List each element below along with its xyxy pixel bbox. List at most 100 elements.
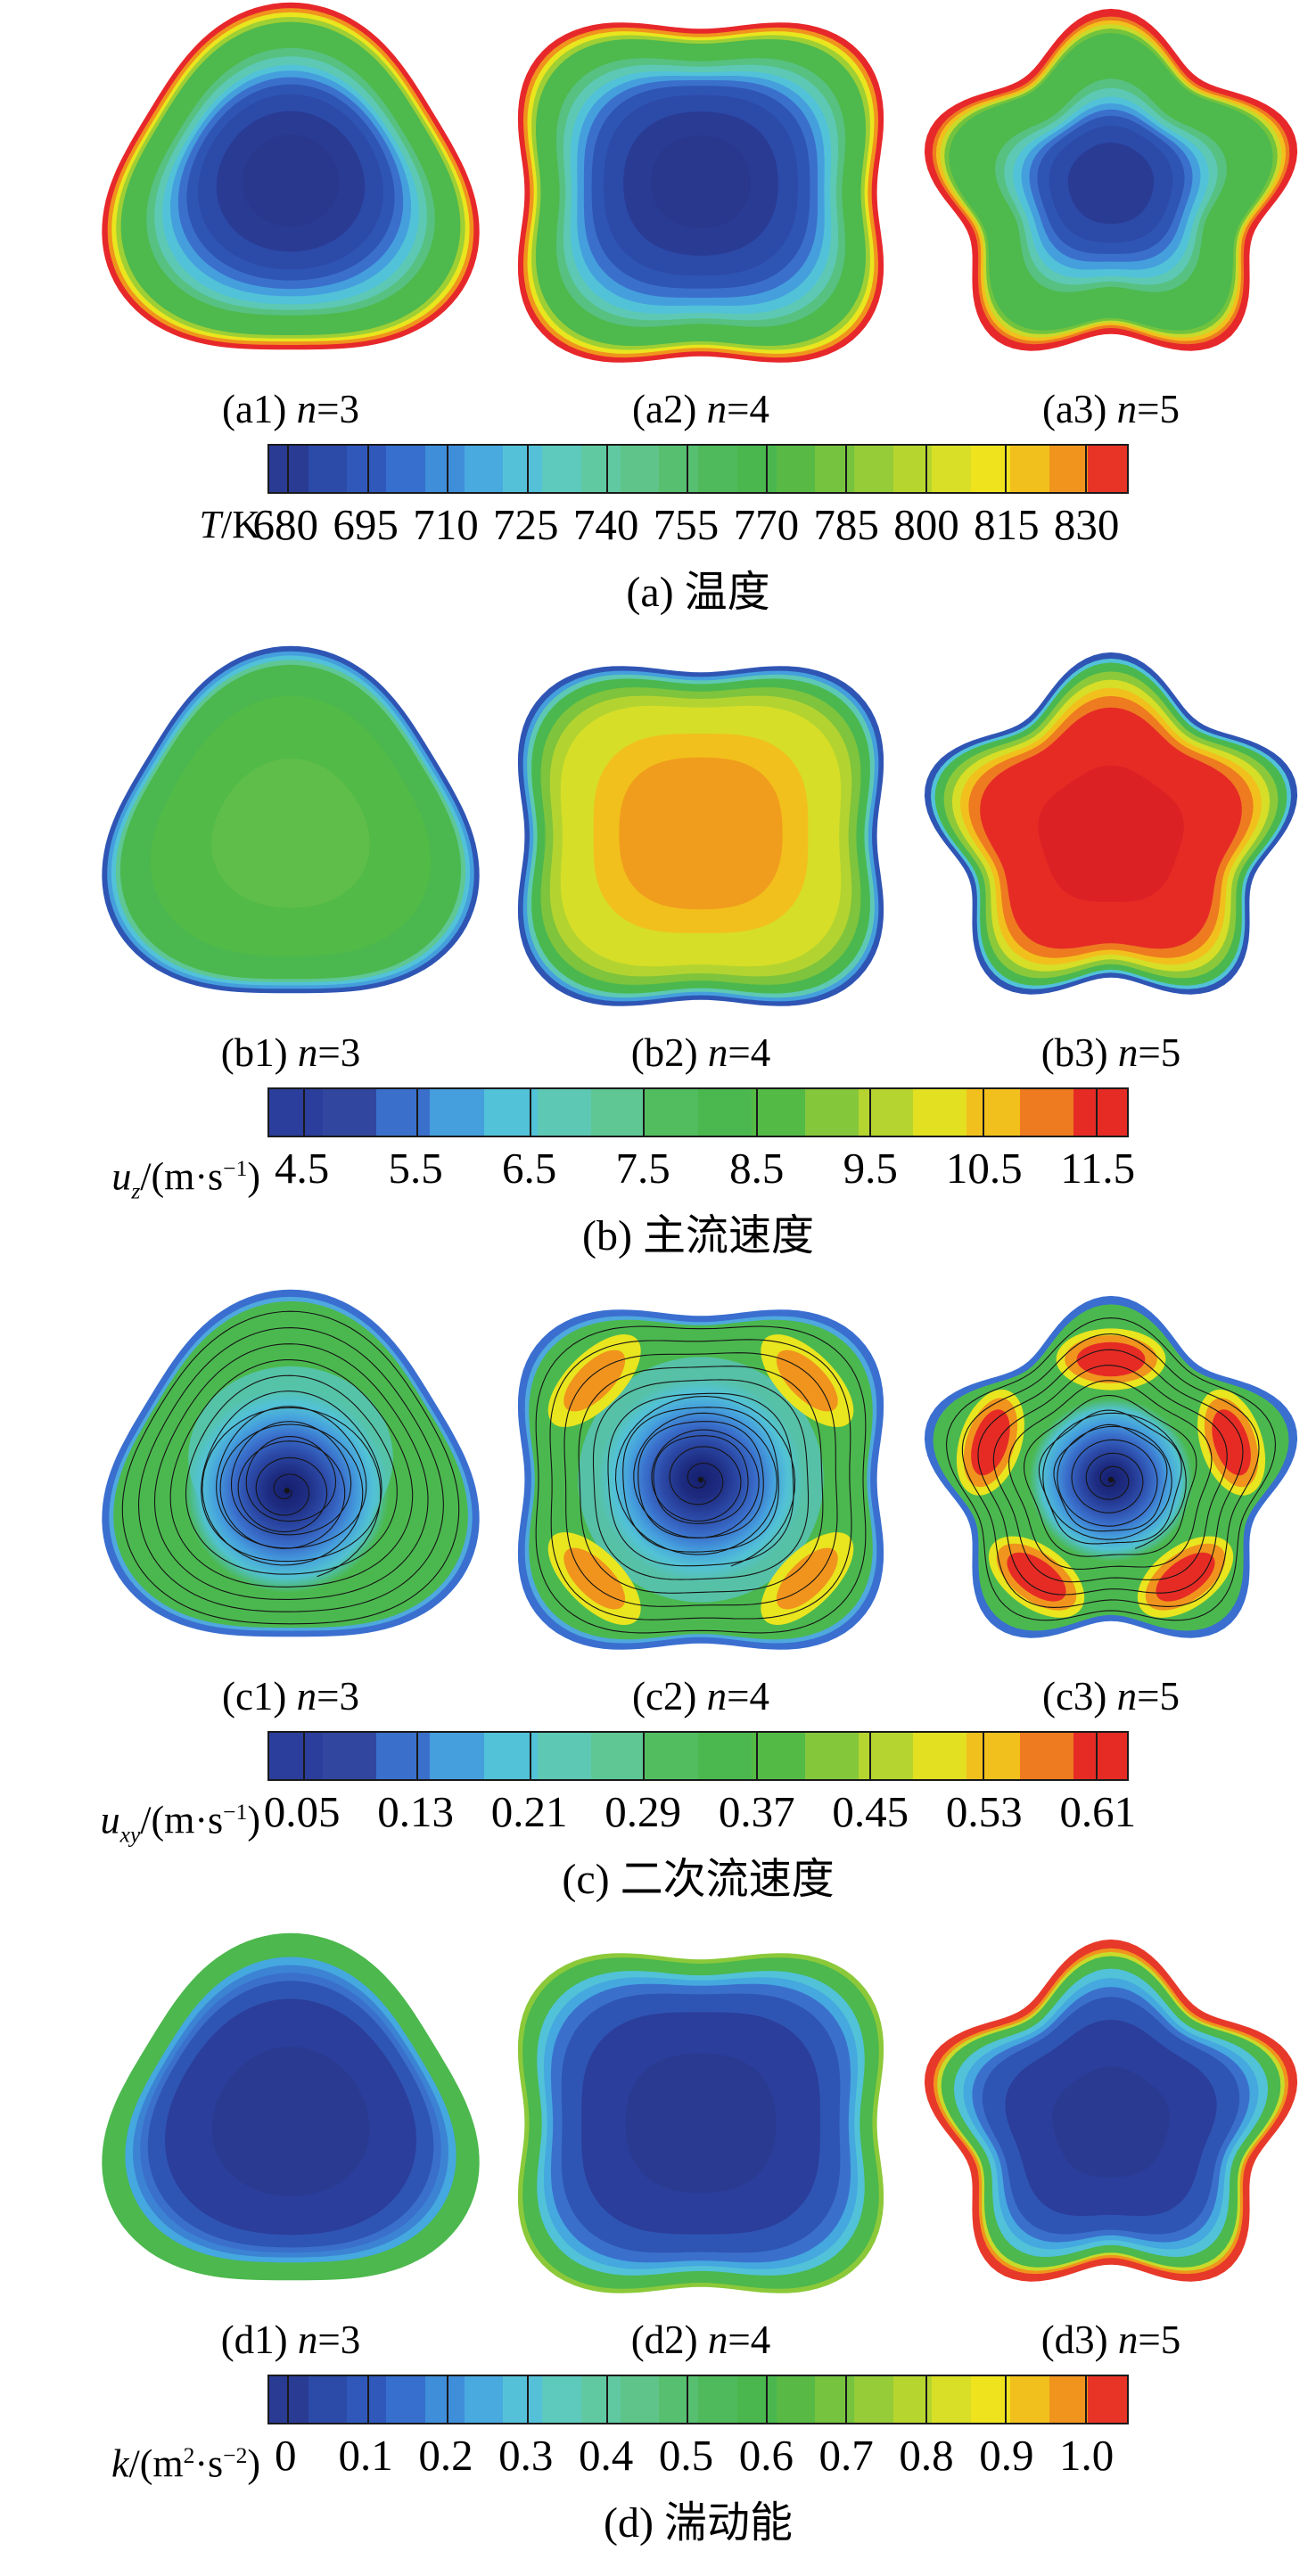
colorbar-segment (776, 2376, 816, 2423)
colorbar-segment (815, 446, 855, 492)
colorbar-segment (1073, 1089, 1127, 1136)
colorbar-segment (644, 1089, 698, 1136)
colorbar-segment (376, 1733, 431, 1779)
colorbar-tick-label: 770 (733, 500, 800, 549)
colorbar-segment (659, 446, 699, 492)
panel-caption-d3: (d3) n=5 (1040, 2318, 1181, 2362)
section-caption-temperature: (a) 温度 (626, 569, 770, 616)
colorbar-segment (912, 1089, 966, 1136)
colorbar-tick-label: 0.13 (377, 1787, 455, 1836)
colorbar-segment (1019, 1733, 1073, 1779)
colorbar-segment (537, 1089, 591, 1136)
colorbar-segment (537, 1733, 591, 1779)
colorbar-tick-label: 785 (813, 500, 879, 549)
colorbar-tick-label: 0.53 (945, 1787, 1023, 1836)
colorbar-segment (347, 446, 387, 492)
colorbar-segment (590, 1733, 645, 1779)
colorbar-tick-label: 830 (1053, 500, 1120, 549)
colorbar-axial-velocity: 4.5 5.5 6.5 7.5 8.5 9.5 10.5 11.5 uz/(m·s−1) (0, 1084, 1316, 1203)
colorbar-segment (430, 1733, 484, 1779)
colorbar-gradient (267, 1731, 1129, 1781)
colorbar-segment (620, 2376, 660, 2423)
section-turbulent-kinetic-energy: (d1) n=3 (d2) n=4 (d3) n=5 0 0.1 0.2 0.3 0.4 0.… (0, 1931, 1316, 2574)
colorbar-tick-labels: 0.05 0.13 0.21 0.29 0.37 0.45 0.53 0.61 (264, 1784, 1136, 1840)
colorbar-tick-label: 710 (413, 500, 479, 549)
contour-plot-d1 (102, 1932, 480, 2281)
contour-plot-d3 (924, 1939, 1298, 2282)
colorbar-tick (526, 2376, 529, 2423)
contour-plot-d2 (517, 1953, 884, 2293)
section-caption-axial-velocity: (b) 主流速度 (582, 1212, 814, 1259)
colorbar-segment (776, 446, 816, 492)
colorbar-segment (971, 2376, 1010, 2423)
colorbar-tick (530, 1733, 532, 1779)
panel-caption-d1: (d1) n=3 (220, 2318, 361, 2362)
colorbar-tick (983, 1089, 985, 1136)
colorbar-tick (447, 446, 449, 492)
colorbar-segment (752, 1733, 806, 1779)
colorbar-tick (983, 1733, 985, 1779)
contour-plot-a2 (517, 22, 884, 363)
colorbar-tick-label: 1.0 (1059, 2431, 1114, 2480)
colorbar-tick-label: 800 (893, 500, 959, 549)
colorbar-segment (752, 1089, 806, 1136)
colorbar-segment (424, 2376, 465, 2423)
colorbar-segment (542, 446, 581, 492)
colorbar-tick-label: 680 (252, 500, 319, 549)
panel-caption-c1: (c1) n=3 (221, 1674, 360, 1719)
plots-row-secondary-flow (86, 1287, 1316, 1670)
colorbar-segment (966, 1089, 1020, 1136)
colorbar-unit-label: uz/(m·s−1) (111, 1154, 260, 1204)
section-caption-secondary-flow: (c) 二次流速度 (562, 1856, 835, 1903)
colorbar-tick-label: 6.5 (502, 1144, 557, 1193)
colorbar-segment (386, 446, 425, 492)
colorbar-segment (308, 446, 348, 492)
colorbar-segment (932, 446, 972, 492)
contour-plot-b1 (102, 645, 480, 994)
panel-caption-a3: (a3) n=5 (1041, 387, 1180, 431)
colorbar-segment (1088, 446, 1128, 492)
colorbar-tick (765, 2376, 768, 2423)
colorbar-tick (686, 2376, 688, 2423)
colorbar-tick-label: 11.5 (1060, 1144, 1136, 1193)
colorbar-tick-label: 0.21 (490, 1787, 568, 1836)
colorbar-gradient (267, 1087, 1129, 1137)
colorbar-tick (869, 1733, 872, 1779)
colorbar-tick (1084, 2376, 1087, 2423)
colorbar-segment (430, 1089, 484, 1136)
colorbar-segment (698, 2376, 737, 2423)
contour-plot-b3 (924, 652, 1298, 995)
colorbar-segment (1049, 446, 1089, 492)
colorbar-tick (845, 2376, 848, 2423)
plots-row-temperature (86, 0, 1316, 383)
panel-captions-tke: (d1) n=3 (d2) n=4 (d3) n=5 (86, 2314, 1316, 2371)
colorbar-tke: 0 0.1 0.2 0.3 0.4 0.5 0.6 0.7 0.8 0.9 1.0 k/(m2·s−2… (0, 2371, 1316, 2487)
colorbar-tick (606, 446, 609, 492)
colorbar-segment (308, 2376, 348, 2423)
colorbar-unit-label: k/(m2·s−2) (111, 2441, 260, 2486)
colorbar-unit-label: T/K (199, 503, 260, 546)
colorbar-segment (805, 1089, 860, 1136)
colorbar-tick (366, 446, 369, 492)
colorbar-segment (659, 2376, 699, 2423)
colorbar-tick (756, 1089, 759, 1136)
contour-plot-c3 (924, 1295, 1298, 1638)
colorbar-segment (1009, 2376, 1049, 2423)
colorbar-tick-label: 0.7 (818, 2431, 874, 2480)
colorbar-segment (1073, 1733, 1127, 1779)
panel-caption-a1: (a1) n=3 (221, 387, 360, 431)
contour-plot-a1 (102, 2, 480, 350)
colorbar-segment (859, 1733, 913, 1779)
panel-captions-temperature: (a1) n=3 (a2) n=4 (a3) n=5 (86, 383, 1316, 440)
panel-caption-b2: (b2) n=4 (630, 1030, 771, 1075)
colorbar-tick-label: 0.5 (658, 2431, 714, 2480)
colorbar-tick (765, 446, 768, 492)
colorbar-segment (736, 446, 777, 492)
colorbar-tick-label: 10.5 (945, 1144, 1023, 1193)
colorbar-segment (971, 446, 1010, 492)
colorbar-tick (287, 2376, 290, 2423)
colorbar-segment (464, 446, 504, 492)
panel-caption-c3: (c3) n=5 (1041, 1674, 1180, 1719)
colorbar-tick-labels: 0 0.1 0.2 0.3 0.4 0.5 0.6 0.7 0.8 0.9 1.0 (267, 2428, 1129, 2483)
